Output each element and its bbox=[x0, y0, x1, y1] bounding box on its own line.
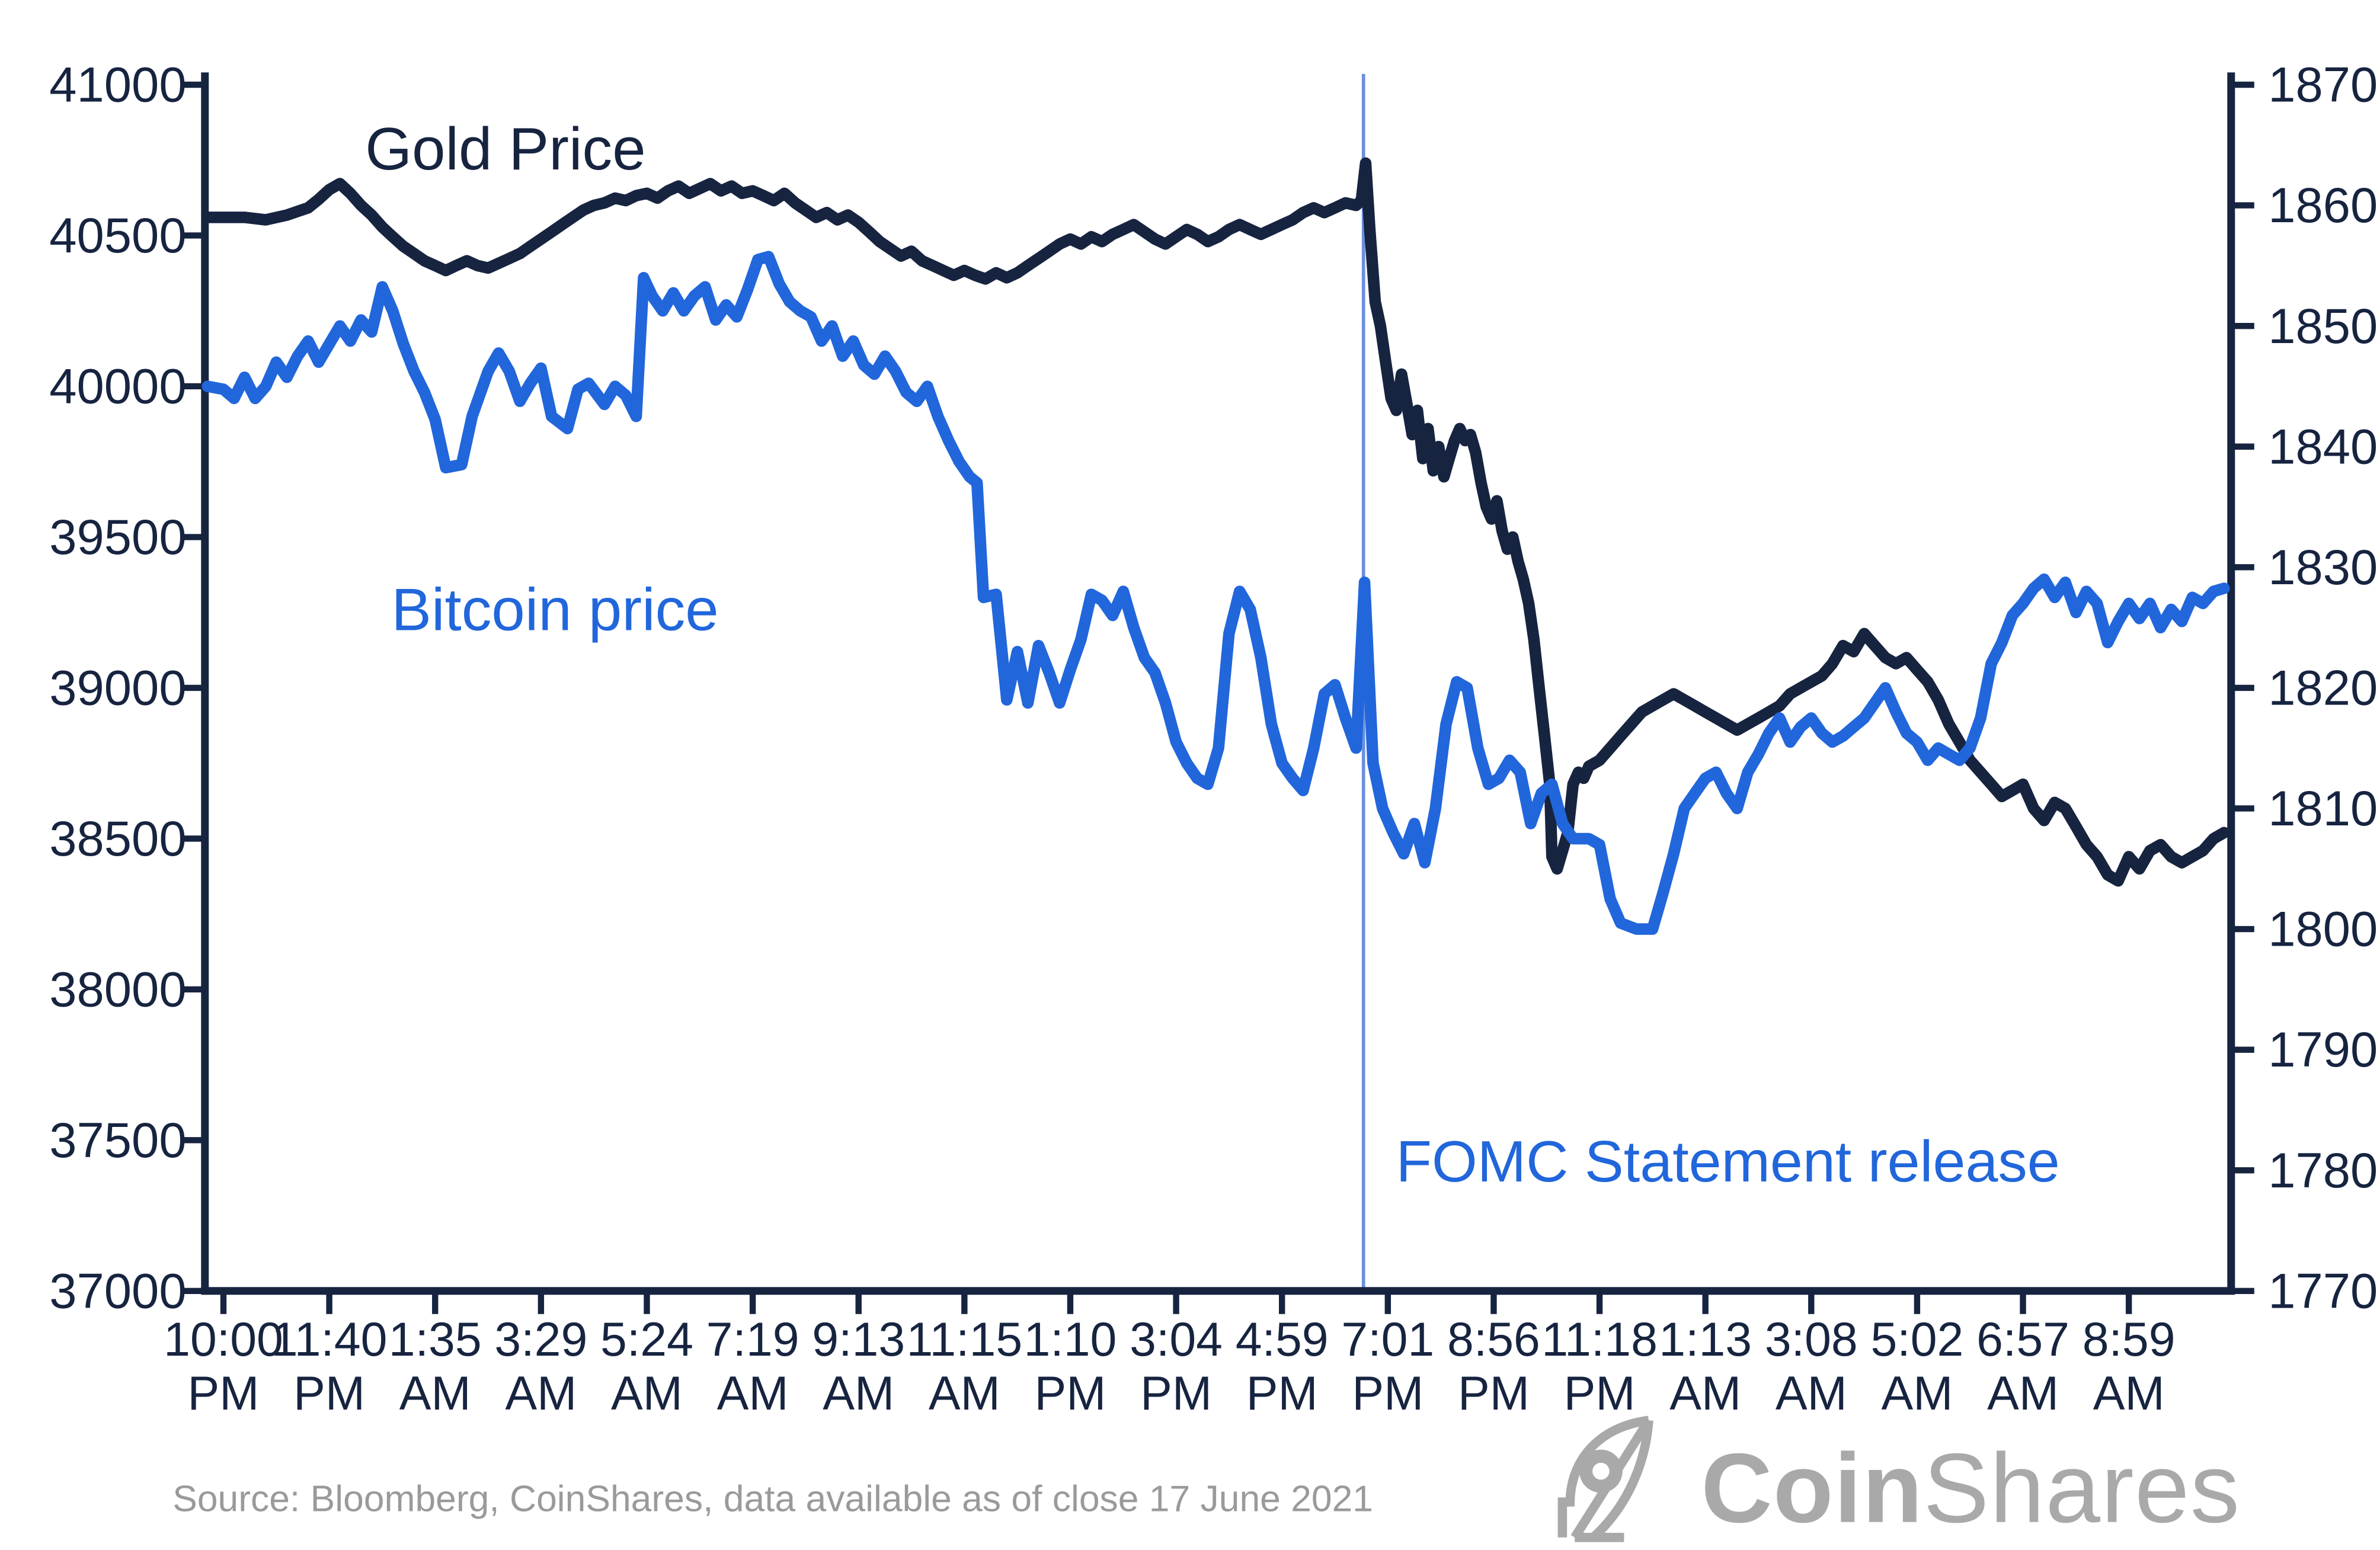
bitcoin-price-line bbox=[201, 251, 2230, 935]
x-axis-tick-label-meridiem: AM bbox=[717, 1367, 789, 1420]
x-axis-tick-label-time: 1:35 bbox=[389, 1313, 482, 1366]
x-axis-tick-label-meridiem: PM bbox=[1246, 1367, 1318, 1420]
gold-series-label: Gold Price bbox=[365, 117, 646, 184]
coinshares-logo-shares: Shares bbox=[1923, 1433, 2241, 1544]
x-axis-tick-label-time: 1:10 bbox=[1024, 1313, 1117, 1366]
y-axis-right-tick-label: 1810 bbox=[2268, 781, 2378, 836]
x-axis-tick-label-meridiem: AM bbox=[1669, 1367, 1741, 1420]
x-axis-tick-label-time: 3:04 bbox=[1130, 1313, 1223, 1366]
y-axis-left-tick-label: 40000 bbox=[49, 359, 186, 414]
x-axis-tick-label-meridiem: PM bbox=[188, 1367, 260, 1420]
x-axis-tick-label-time: 11:18 bbox=[1541, 1313, 1658, 1366]
x-axis-tick-label-time: 7:01 bbox=[1341, 1313, 1434, 1366]
y-axis-right-tick-label: 1850 bbox=[2268, 299, 2378, 354]
y-axis-right-tick-label: 1830 bbox=[2268, 540, 2378, 595]
x-axis-tick-label-time: 1:13 bbox=[1659, 1313, 1752, 1366]
y-axis-left-tick-label: 38000 bbox=[49, 962, 186, 1017]
x-axis-tick-label-time: 10:00 bbox=[164, 1313, 283, 1366]
x-axis-tick-label-time: 7:19 bbox=[706, 1313, 799, 1366]
x-axis-tick-label-time: 5:02 bbox=[1870, 1313, 1963, 1366]
gold-price-line bbox=[201, 157, 2230, 887]
x-axis-tick-label-meridiem: AM bbox=[399, 1367, 471, 1420]
x-axis-tick-label-meridiem: AM bbox=[929, 1367, 1000, 1420]
x-axis-tick-label-meridiem: PM bbox=[1352, 1367, 1423, 1420]
y-axis-right-tick-label: 1790 bbox=[2268, 1022, 2378, 1077]
bitcoin-series-label: Bitcoin price bbox=[391, 577, 719, 644]
coinshares-logo bbox=[1557, 1416, 1653, 1542]
x-axis-tick-label-meridiem: AM bbox=[1987, 1367, 2059, 1420]
y-axis-left-tick-label: 40500 bbox=[49, 208, 186, 263]
x-axis-tick-label-time: 3:08 bbox=[1765, 1313, 1858, 1366]
x-axis-tick-label-meridiem: AM bbox=[1776, 1367, 1847, 1420]
x-axis-tick-label-time: 9:13 bbox=[812, 1313, 905, 1366]
x-axis-tick-label-meridiem: AM bbox=[823, 1367, 894, 1420]
y-axis-left-tick-label: 39000 bbox=[49, 661, 186, 716]
x-axis-tick-label-meridiem: PM bbox=[1140, 1367, 1212, 1420]
source-note: Source: Bloomberg, CoinShares, data avai… bbox=[172, 1479, 1374, 1521]
x-axis-tick-label-time: 3:29 bbox=[494, 1313, 587, 1366]
y-axis-right-tick-label: 1800 bbox=[2268, 902, 2378, 957]
coinshares-logo-icon bbox=[1557, 1416, 1653, 1542]
x-axis-tick-label-time: 4:59 bbox=[1236, 1313, 1329, 1366]
y-axis-right-tick-label: 1840 bbox=[2268, 419, 2378, 474]
y-axis-left-tick-label: 37500 bbox=[49, 1113, 186, 1168]
y-axis-left-tick-label: 38500 bbox=[49, 811, 186, 866]
y-axis-right-tick-label: 1820 bbox=[2268, 661, 2378, 716]
x-axis-tick-label-time: 11:40 bbox=[271, 1313, 388, 1366]
x-axis-tick-label-meridiem: AM bbox=[2093, 1367, 2165, 1420]
y-axis-right-tick-label: 1860 bbox=[2268, 178, 2378, 233]
x-axis-tick-label-meridiem: AM bbox=[505, 1367, 577, 1420]
x-axis-tick-label-meridiem: PM bbox=[1564, 1367, 1636, 1420]
x-axis-tick-label-time: 6:57 bbox=[1976, 1313, 2069, 1366]
x-axis-tick-label-time: 8:59 bbox=[2082, 1313, 2176, 1366]
x-axis-tick-label-meridiem: PM bbox=[293, 1367, 365, 1420]
y-axis-left-tick-label: 37000 bbox=[49, 1263, 186, 1318]
y-axis-left-tick-label: 41000 bbox=[49, 57, 186, 113]
y-axis-left-tick-label: 39500 bbox=[49, 510, 186, 565]
x-axis-tick-label-time: 11:15 bbox=[906, 1313, 1022, 1366]
x-axis-tick-label-meridiem: PM bbox=[1458, 1367, 1530, 1420]
y-axis-right-tick-label: 1870 bbox=[2268, 57, 2378, 113]
fomc-annotation-label: FOMC Statement release bbox=[1396, 1131, 2060, 1196]
coinshares-logo-text: CoinShares bbox=[1701, 1439, 2240, 1537]
y-axis-right-tick-label: 1770 bbox=[2268, 1263, 2378, 1318]
x-axis-tick-label-meridiem: AM bbox=[611, 1367, 683, 1420]
coinshares-logo-coin: Coin bbox=[1701, 1433, 1924, 1544]
x-axis-tick-label-time: 5:24 bbox=[600, 1313, 693, 1366]
x-axis-tick-label-time: 8:56 bbox=[1447, 1313, 1540, 1366]
x-axis-tick-label-meridiem: PM bbox=[1035, 1367, 1106, 1420]
y-axis-right-tick-label: 1780 bbox=[2268, 1143, 2378, 1198]
x-axis-tick-label-meridiem: AM bbox=[1881, 1367, 1953, 1420]
